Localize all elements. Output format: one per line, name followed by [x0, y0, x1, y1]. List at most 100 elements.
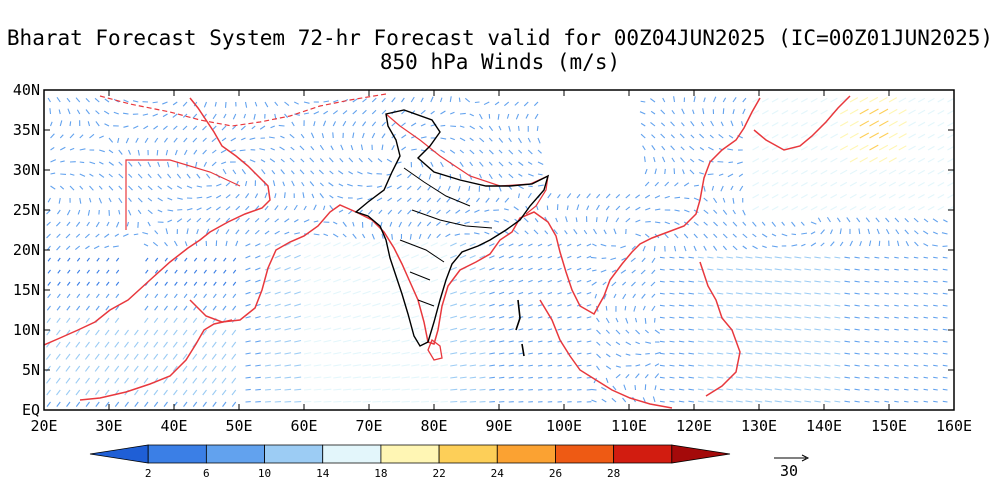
- wind-vector: [824, 304, 831, 307]
- wind-vector: [933, 316, 938, 319]
- wind-vector: [459, 149, 465, 154]
- wind-vector: [923, 328, 929, 331]
- wind-vector: [692, 109, 695, 115]
- wind-vector: [196, 229, 199, 235]
- wind-vector: [153, 365, 159, 372]
- wind-vector: [95, 221, 100, 228]
- wind-vector: [605, 377, 609, 384]
- colorbar-segment: [671, 444, 731, 464]
- wind-vector: [874, 316, 880, 319]
- wind-vector: [830, 121, 838, 127]
- wind-vector: [908, 157, 916, 163]
- wind-vector: [323, 339, 332, 343]
- wind-vector: [612, 385, 617, 391]
- lon-tick-label: 30E: [95, 417, 122, 435]
- wind-vector: [669, 316, 675, 319]
- wind-vector: [659, 256, 665, 259]
- wind-vector: [479, 137, 485, 143]
- wind-vector: [640, 122, 646, 127]
- wind-vector: [426, 209, 432, 215]
- wind-vector: [859, 96, 869, 103]
- wind-vector: [313, 364, 322, 367]
- wind-vector: [528, 376, 533, 379]
- wind-vector: [255, 279, 261, 283]
- wind-vector: [381, 109, 387, 115]
- wind-vector: [518, 255, 524, 259]
- wind-vector: [294, 266, 301, 271]
- wind-vector: [752, 134, 760, 139]
- wind-vector: [192, 137, 198, 143]
- wind-vector: [917, 181, 925, 187]
- wind-vector: [884, 268, 890, 271]
- wind-vector: [274, 267, 281, 271]
- wind-vector: [245, 388, 251, 391]
- wind-vector: [697, 256, 704, 259]
- wind-vector: [771, 134, 779, 139]
- wind-vector: [244, 101, 248, 108]
- wind-vector: [106, 221, 110, 227]
- wind-vector: [153, 125, 159, 130]
- wind-vector: [245, 303, 251, 307]
- wind-vector: [605, 317, 610, 324]
- wind-vector: [342, 254, 351, 259]
- wind-vector: [707, 280, 714, 283]
- wind-vector: [874, 292, 880, 295]
- wind-vector: [817, 217, 822, 223]
- wind-vector: [688, 268, 695, 271]
- wind-vector: [86, 293, 90, 299]
- lat-tick-label: 10N: [13, 321, 40, 339]
- wind-vector: [800, 145, 808, 151]
- wind-vector: [878, 193, 887, 199]
- wind-vector: [888, 169, 897, 175]
- wind-vector: [755, 388, 763, 391]
- wind-vector: [933, 400, 938, 403]
- wind-vector: [232, 169, 237, 175]
- wind-vector: [376, 197, 383, 202]
- wind-vector: [804, 364, 812, 367]
- wind-vector: [123, 99, 129, 103]
- south-asia-coast: [355, 97, 761, 345]
- wind-vector: [894, 328, 899, 331]
- lon-tick-label: 110E: [611, 417, 647, 435]
- wind-vector: [707, 328, 714, 331]
- wind-vector: [212, 125, 217, 130]
- wind-vector: [172, 377, 178, 384]
- wind-vector: [678, 292, 685, 295]
- wind-vector: [697, 304, 704, 307]
- wind-vector: [469, 267, 476, 271]
- wind-vector: [810, 97, 818, 103]
- wind-vector: [820, 97, 828, 103]
- wind-vector: [192, 125, 198, 130]
- wind-vector: [605, 365, 612, 370]
- wind-vector: [214, 101, 217, 107]
- wind-vector: [567, 267, 572, 271]
- wind-vector: [864, 400, 870, 403]
- wind-vector: [537, 304, 543, 307]
- wind-vector: [632, 293, 636, 299]
- wind-vector: [221, 353, 227, 360]
- wind-vector: [391, 315, 401, 319]
- wind-vector: [791, 221, 796, 227]
- wind-vector: [212, 389, 217, 396]
- wind-vector: [303, 388, 312, 391]
- wind-vector: [498, 137, 504, 143]
- wind-vector: [741, 121, 744, 127]
- wind-vector: [537, 328, 543, 331]
- wind-vector: [95, 389, 100, 396]
- wind-vector: [391, 302, 401, 307]
- wind-vector: [469, 376, 477, 379]
- wind-vector: [428, 173, 432, 180]
- wind-vector: [362, 302, 371, 307]
- wind-vector: [56, 293, 61, 299]
- wind-vector: [642, 245, 646, 252]
- wind-vector: [913, 388, 919, 391]
- wind-vector: [801, 243, 806, 247]
- wind-vector: [764, 316, 773, 319]
- wind-vector: [381, 241, 391, 247]
- lon-tick-label: 120E: [676, 417, 712, 435]
- wind-vector: [401, 388, 410, 391]
- wind-vector: [469, 291, 476, 295]
- wind-vector: [726, 388, 734, 391]
- colorbar-segment: [496, 444, 556, 464]
- wind-vector: [745, 316, 753, 319]
